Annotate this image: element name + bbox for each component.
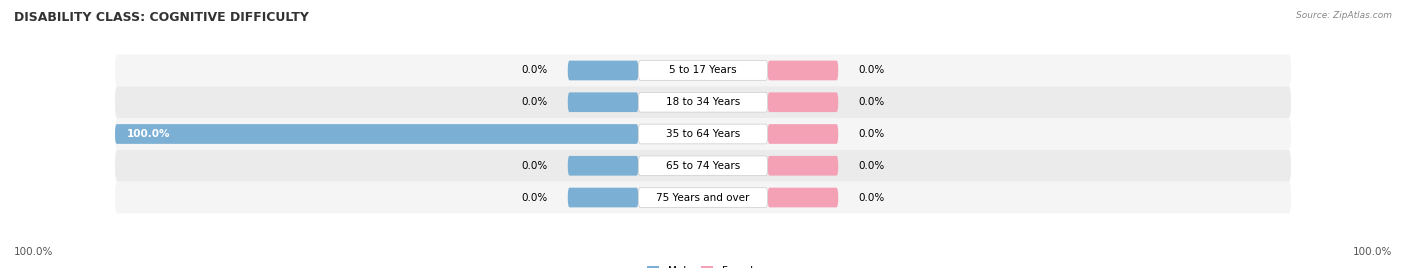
Text: 35 to 64 Years: 35 to 64 Years xyxy=(666,129,740,139)
FancyBboxPatch shape xyxy=(638,188,768,207)
FancyBboxPatch shape xyxy=(768,124,838,144)
Text: 0.0%: 0.0% xyxy=(522,97,547,107)
Text: 0.0%: 0.0% xyxy=(859,65,884,76)
Text: 65 to 74 Years: 65 to 74 Years xyxy=(666,161,740,171)
FancyBboxPatch shape xyxy=(638,61,768,80)
Text: 75 Years and over: 75 Years and over xyxy=(657,192,749,203)
Text: 100.0%: 100.0% xyxy=(1353,247,1392,257)
Text: 0.0%: 0.0% xyxy=(522,65,547,76)
FancyBboxPatch shape xyxy=(115,118,1291,150)
Text: 0.0%: 0.0% xyxy=(859,161,884,171)
Text: 0.0%: 0.0% xyxy=(522,192,547,203)
FancyBboxPatch shape xyxy=(768,61,838,80)
Text: 0.0%: 0.0% xyxy=(859,129,884,139)
FancyBboxPatch shape xyxy=(115,124,638,144)
Text: 100.0%: 100.0% xyxy=(127,129,170,139)
Text: 0.0%: 0.0% xyxy=(859,192,884,203)
FancyBboxPatch shape xyxy=(638,92,768,112)
FancyBboxPatch shape xyxy=(638,124,768,144)
FancyBboxPatch shape xyxy=(115,86,1291,118)
Legend: Male, Female: Male, Female xyxy=(643,261,763,268)
Text: 0.0%: 0.0% xyxy=(859,97,884,107)
Text: Source: ZipAtlas.com: Source: ZipAtlas.com xyxy=(1296,11,1392,20)
FancyBboxPatch shape xyxy=(568,188,638,207)
FancyBboxPatch shape xyxy=(768,156,838,176)
FancyBboxPatch shape xyxy=(568,61,638,80)
FancyBboxPatch shape xyxy=(115,150,1291,182)
Text: 5 to 17 Years: 5 to 17 Years xyxy=(669,65,737,76)
FancyBboxPatch shape xyxy=(568,92,638,112)
FancyBboxPatch shape xyxy=(638,156,768,176)
Text: 0.0%: 0.0% xyxy=(522,161,547,171)
Text: 100.0%: 100.0% xyxy=(14,247,53,257)
FancyBboxPatch shape xyxy=(768,92,838,112)
FancyBboxPatch shape xyxy=(768,188,838,207)
FancyBboxPatch shape xyxy=(115,182,1291,213)
Text: DISABILITY CLASS: COGNITIVE DIFFICULTY: DISABILITY CLASS: COGNITIVE DIFFICULTY xyxy=(14,11,309,24)
Text: 18 to 34 Years: 18 to 34 Years xyxy=(666,97,740,107)
FancyBboxPatch shape xyxy=(568,156,638,176)
FancyBboxPatch shape xyxy=(115,55,1291,86)
